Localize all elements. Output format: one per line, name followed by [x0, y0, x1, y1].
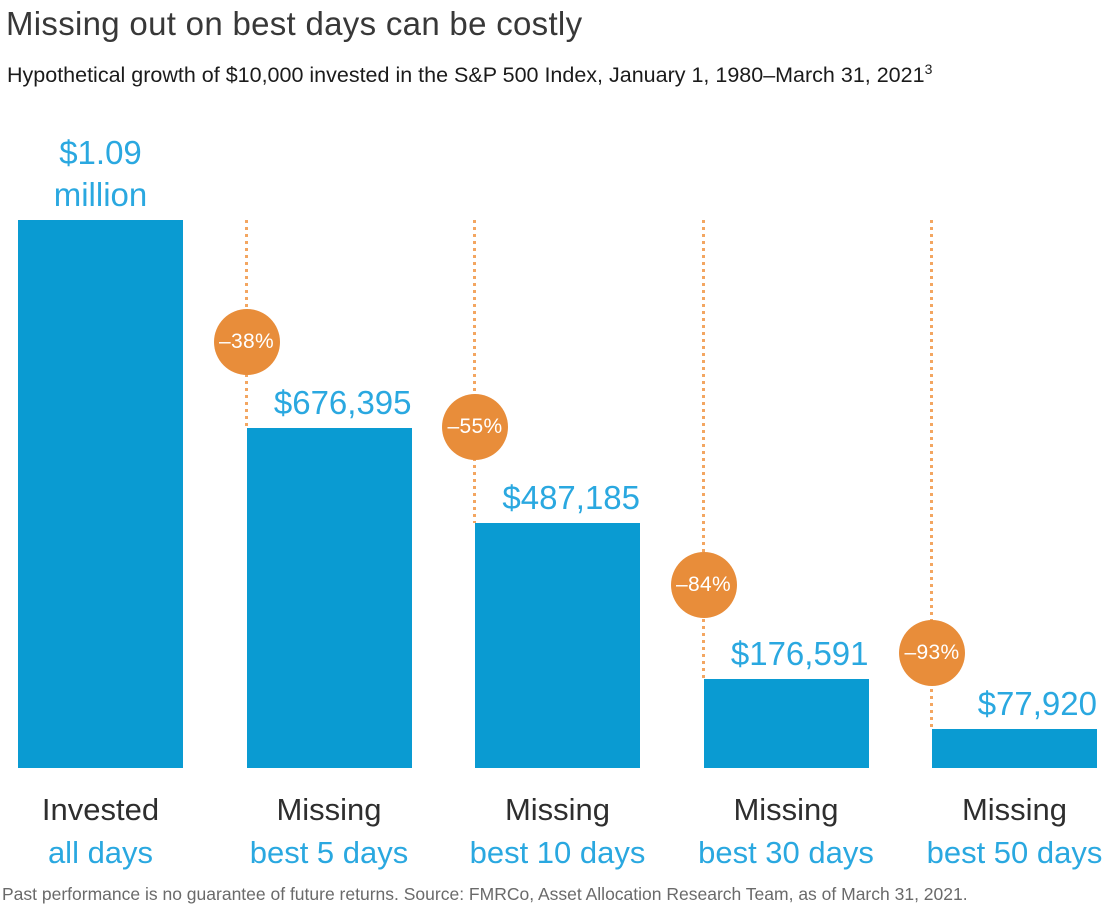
bar-value-label: $1.09 million: [53, 134, 148, 213]
pct-change-badge: –38%: [213, 309, 280, 375]
category-label-line2: best 50 days: [926, 835, 1103, 870]
dotted-guide-line: [930, 220, 933, 729]
bar-value-label: $676,395: [273, 384, 412, 421]
footnote-superscript: 3: [924, 60, 933, 77]
category-label: Missing best 10 days: [443, 788, 673, 874]
bar-value-label: $77,920: [977, 685, 1097, 722]
subtitle-text: Hypothetical growth of $10,000 invested …: [7, 63, 925, 87]
pct-change-badge: –84%: [670, 552, 737, 618]
category-label-line1: Missing: [276, 792, 382, 827]
pct-change-badge: –55%: [442, 394, 508, 460]
category-label-line1: Missing: [733, 792, 839, 827]
category-label-line2: all days: [47, 835, 154, 870]
category-label-line2: best 10 days: [469, 835, 646, 870]
category-label: Missing best 30 days: [671, 788, 901, 874]
category-label: Missing best 5 days: [214, 788, 444, 874]
pct-change-badge: –93%: [899, 620, 965, 686]
category-label-line1: Missing: [504, 792, 611, 827]
category-label: Missing best 50 days: [900, 788, 1120, 874]
dotted-guide-line: [701, 220, 705, 679]
chart-subtitle: Hypothetical growth of $10,000 invested …: [7, 60, 933, 88]
category-label-line1: Invested: [41, 792, 160, 827]
bar: [475, 523, 640, 768]
dotted-guide-line: [473, 220, 476, 523]
category-label-line1: Missing: [961, 792, 1068, 827]
category-label-line2: best 5 days: [249, 835, 409, 870]
bar: [703, 679, 869, 768]
category-label-line2: best 30 days: [698, 835, 874, 870]
page-title: Missing out on best days can be costly: [6, 5, 583, 42]
bar-value-label: $176,591: [730, 635, 869, 672]
source-footnote: Past performance is no guarantee of futu…: [2, 884, 968, 904]
bar: [18, 220, 183, 768]
bar: [246, 428, 412, 768]
category-label: Invested all days: [0, 788, 216, 874]
bar-value-label: $487,185: [502, 479, 640, 516]
bar: [932, 729, 1097, 768]
